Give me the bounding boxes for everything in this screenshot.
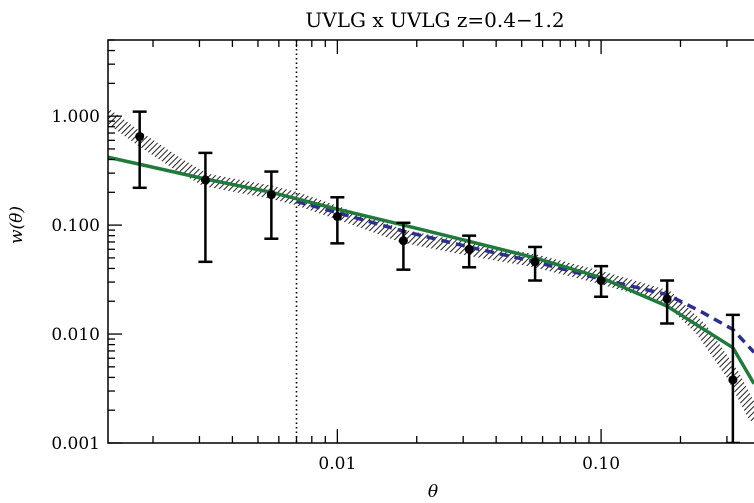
axis-ticks bbox=[108, 39, 728, 444]
data-point bbox=[398, 236, 408, 246]
data-point-group bbox=[330, 196, 345, 245]
plot-area bbox=[107, 39, 754, 444]
y-tick-label: 0.100 bbox=[51, 216, 100, 236]
data-point bbox=[464, 244, 474, 254]
y-tick-label: 1.000 bbox=[51, 107, 100, 127]
data-point bbox=[135, 132, 145, 142]
tick-labels: 0.001 0.010 0.100 1.000 0.01 0.10 bbox=[51, 107, 620, 474]
plot-clipped bbox=[108, 40, 754, 443]
data-point-group bbox=[660, 279, 675, 325]
data-point-group bbox=[264, 170, 279, 240]
data-point-group bbox=[462, 234, 477, 269]
data-point bbox=[200, 175, 210, 185]
data-point-group bbox=[725, 313, 740, 443]
data-point bbox=[596, 276, 606, 286]
data-point bbox=[266, 190, 276, 200]
x-tick-label: 0.01 bbox=[318, 454, 356, 474]
data-point-group bbox=[594, 264, 609, 298]
x-axis-label: θ bbox=[428, 482, 438, 502]
dashed-model-line bbox=[296, 199, 754, 354]
data-point-group bbox=[528, 245, 543, 282]
y-tick-label: 0.001 bbox=[51, 434, 100, 454]
y-axis-label: w(θ) bbox=[7, 206, 27, 244]
x-tick-label: 0.10 bbox=[582, 454, 620, 474]
data-point bbox=[728, 375, 738, 385]
data-point bbox=[530, 257, 540, 267]
data-point bbox=[662, 294, 672, 304]
data-point-group bbox=[198, 151, 213, 264]
data-point-group bbox=[396, 221, 411, 271]
data-point bbox=[332, 211, 342, 221]
chart-title: UVLG x UVLG z=0.4−1.2 bbox=[305, 8, 564, 32]
data-point-group bbox=[132, 110, 147, 190]
y-tick-label: 0.010 bbox=[51, 325, 100, 345]
